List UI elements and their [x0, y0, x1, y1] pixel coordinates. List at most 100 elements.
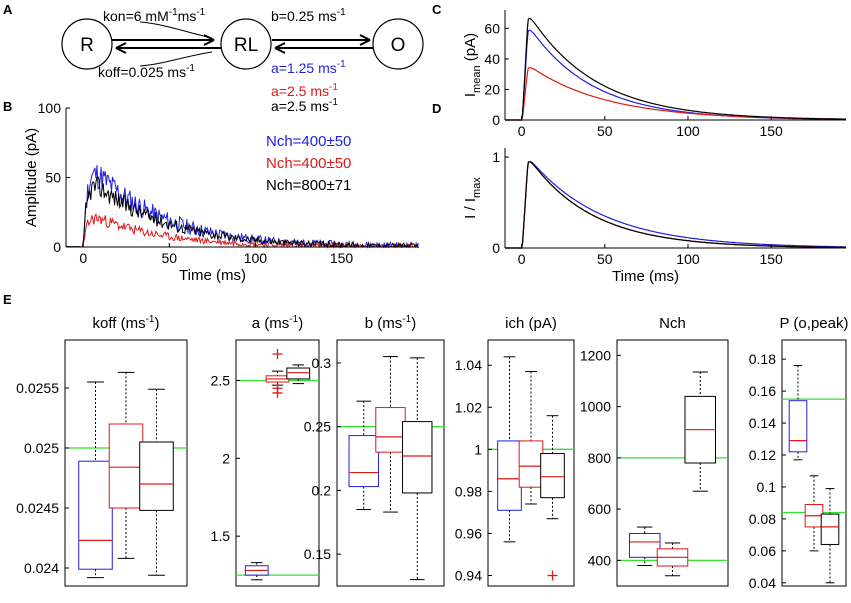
y-tick-label: 1 — [474, 441, 482, 457]
y-tick-label: 0.18 — [749, 351, 776, 367]
x-tick-label: 100 — [676, 123, 700, 139]
plot-area — [66, 108, 419, 247]
y-tick-label: 1.04 — [455, 357, 482, 373]
y-tick-label: 0.08 — [749, 511, 776, 527]
box-iqr — [628, 532, 661, 558]
legend-entry: Nch=400±50 — [266, 155, 351, 172]
y-tick-label: 1.02 — [455, 399, 482, 415]
panel-label: D — [432, 101, 441, 116]
x-tick-label: 150 — [759, 123, 783, 139]
panel-title: a (ms-1) — [252, 314, 303, 332]
panel-label: C — [432, 2, 442, 17]
state-r-label: R — [80, 35, 94, 56]
series-line — [505, 18, 846, 121]
x-tick-label: 0 — [518, 251, 526, 267]
a-rate-boxplot: 1.5 2 2.5 a (ms-1) — [211, 314, 320, 587]
y-tick-label: 400 — [588, 552, 612, 568]
box-iqr — [286, 367, 311, 380]
series-line — [505, 67, 846, 121]
y-tick-label: 0.04 — [749, 575, 776, 591]
y-tick-label: 0.98 — [455, 483, 482, 499]
unbinding-curve — [139, 51, 213, 67]
box-iqr — [78, 460, 113, 570]
y-tick-label: 800 — [588, 450, 612, 466]
y-tick-label: 600 — [588, 501, 612, 517]
nch-boxplot: 400 600 800 1000 1200 Nch — [580, 315, 729, 587]
y-tick-label: 1200 — [580, 347, 611, 363]
x-tick-label: 100 — [676, 251, 700, 267]
y-tick-label: 1000 — [580, 399, 611, 415]
y-tick-label: 0 — [492, 240, 500, 256]
y-tick-label: 40 — [484, 51, 500, 67]
y-axis-label: Imean (pA) — [462, 33, 483, 97]
panel-label-a: A — [3, 2, 13, 17]
koff-boxplot: E 0.024 0.0245 0.025 0.0255 koff (ms-1) — [3, 292, 188, 587]
panel-title: Nch — [659, 315, 686, 332]
y-tick-label: 1 — [492, 149, 500, 165]
x-tick-label: 50 — [597, 123, 613, 139]
box-iqr — [402, 421, 433, 494]
y-tick-label: 0.25 — [304, 419, 331, 435]
x-tick-label: 50 — [162, 250, 178, 266]
b-rate-label: b=0.25 ms-1 — [271, 7, 346, 24]
series-line — [65, 212, 419, 249]
box-iqr — [375, 407, 406, 453]
state-rl-label: RL — [234, 35, 258, 56]
y-tick-label: 0.14 — [749, 415, 776, 431]
outlier-marker — [272, 383, 283, 394]
y-tick-label: 0.024 — [24, 560, 59, 576]
y-tick-label: 0.0255 — [16, 380, 59, 396]
y-tick-label: 0.025 — [24, 440, 59, 456]
x-axis-label: Time (ms) — [612, 268, 679, 285]
forward-arrow-r-rl — [112, 34, 215, 46]
normalized-current-chart: D 0 50 100 150 0 1 Time (ms) I / Imax — [432, 101, 846, 285]
box-iqr — [518, 440, 544, 488]
box-iqr — [820, 513, 840, 545]
axes-frame — [64, 339, 188, 587]
y-tick-label: 2.5 — [211, 372, 231, 388]
x-axis-label: Time (ms) — [179, 267, 246, 284]
y-tick-label: 0.06 — [749, 543, 776, 559]
outlier-marker — [272, 349, 283, 360]
b-rate-boxplot: 0.15 0.2 0.25 0.3 b (ms-1) — [304, 314, 445, 587]
y-tick-label: 50 — [45, 170, 61, 186]
series-line — [505, 29, 846, 121]
y-tick-label: 0 — [492, 112, 500, 128]
panel-title: P (o,peak) — [780, 315, 849, 332]
y-axis-label: I / Imax — [462, 177, 483, 219]
state-rl-circle — [220, 18, 272, 70]
panel-label: B — [3, 99, 12, 114]
y-tick-label: 2 — [222, 450, 230, 466]
x-tick-label: 100 — [244, 250, 268, 266]
box-iqr — [497, 440, 522, 511]
outlier-marker — [547, 570, 558, 581]
y-tick-label: 0.94 — [455, 567, 482, 583]
legend-entry: Nch=800±71 — [266, 177, 351, 194]
a-rate-label-red: a=2.5 ms-1 — [271, 82, 338, 99]
series-line — [505, 161, 846, 249]
box-iqr — [108, 423, 144, 509]
y-tick-label: 100 — [38, 100, 62, 116]
series-line — [505, 160, 846, 249]
a-rate-label-black: a=2.5 ms-1 — [271, 97, 338, 114]
box-iqr — [348, 435, 379, 488]
x-tick-label: 150 — [759, 251, 783, 267]
x-tick-label: 0 — [518, 123, 526, 139]
binding-curve — [139, 21, 213, 39]
scheme-panel: A R RL O kon=6 mM-1ms-1 koff=0.025 ms-1 … — [3, 2, 424, 114]
state-o-circle — [372, 18, 424, 70]
box-iqr — [139, 441, 174, 511]
ich-boxplot: 0.94 0.96 0.98 1 1.02 1.04 ich (pA) — [455, 315, 575, 587]
y-tick-label: 0.0245 — [16, 500, 59, 516]
y-tick-label: 0 — [53, 239, 61, 255]
box-iqr — [540, 453, 565, 499]
y-tick-label: 20 — [484, 81, 500, 97]
y-axis-label: Amplitude (pA) — [23, 128, 40, 227]
legend-entry: Nch=400±50 — [266, 133, 351, 150]
axes-frame — [235, 339, 320, 587]
x-tick-label: 0 — [79, 250, 87, 266]
axes-frame — [336, 339, 445, 587]
